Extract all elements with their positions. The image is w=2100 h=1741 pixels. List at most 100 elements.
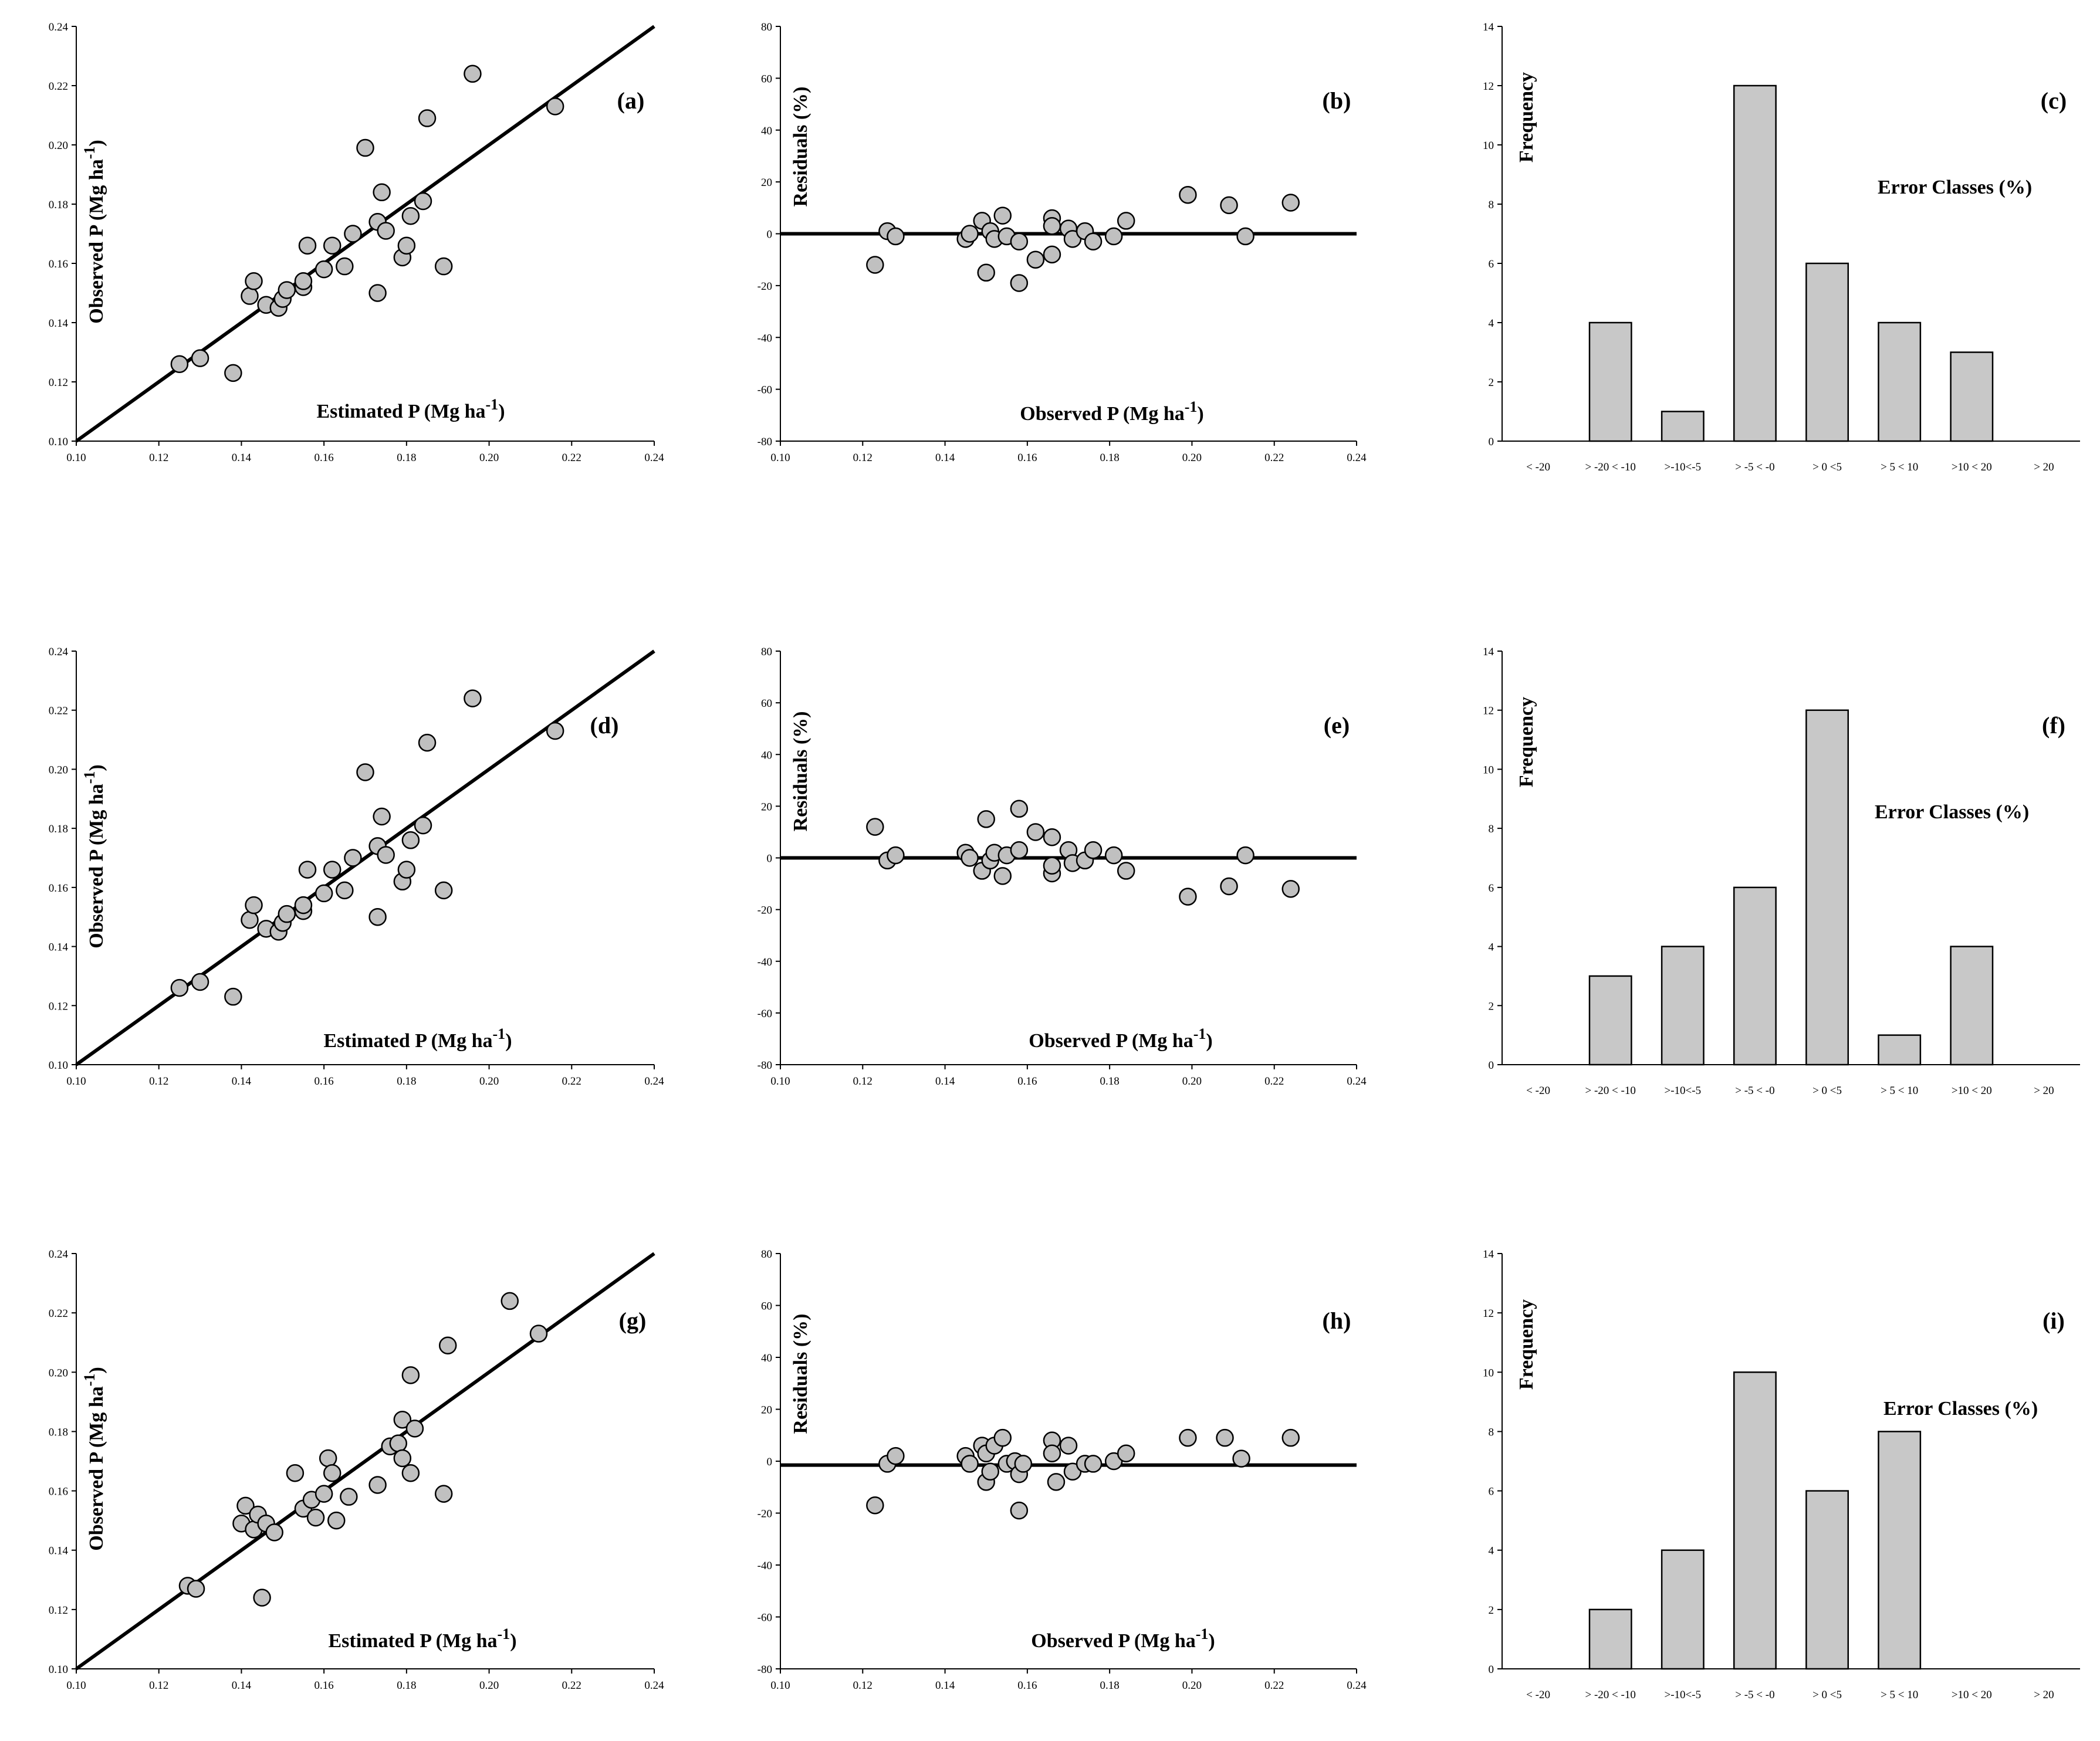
- data-point: [1236, 227, 1254, 246]
- data-point: [393, 1449, 412, 1468]
- y-tick-label: 0.18: [49, 823, 68, 835]
- data-point: [546, 722, 564, 740]
- y-tick-label: 0.22: [49, 705, 68, 717]
- y-tick-label: 14: [1483, 646, 1494, 658]
- data-point: [401, 1366, 420, 1384]
- x-tick-label: 0.20: [1182, 1075, 1202, 1088]
- bar: [1661, 1549, 1705, 1670]
- y-tick-label: 20: [761, 801, 772, 813]
- data-point: [323, 236, 341, 255]
- data-point: [191, 973, 209, 991]
- x-tick-label: 0.14: [935, 452, 955, 464]
- data-point: [977, 810, 995, 828]
- data-point: [1104, 227, 1123, 246]
- y-tick-label: 0.14: [49, 317, 69, 330]
- y-tick-label: 4: [1489, 317, 1494, 330]
- y-tick-label: 60: [761, 1300, 772, 1313]
- data-point: [1281, 880, 1300, 898]
- data-point: [344, 849, 362, 867]
- y-tick-label: 0: [767, 229, 773, 241]
- data-point: [1084, 841, 1103, 859]
- y-tick-label: 40: [761, 125, 772, 137]
- panel-i: 0 2 4 6 8 10 12 14 < -20 > -20 < -10 >-10<-5 > -5 <…: [1483, 1248, 2080, 1701]
- x-tick-label: 0.20: [479, 452, 499, 464]
- data-point: [397, 236, 416, 255]
- panel-label: (d): [590, 712, 619, 739]
- data-point: [438, 1336, 457, 1355]
- x-tick-label: > 0 <5: [1812, 1689, 1842, 1701]
- data-point: [1117, 862, 1135, 880]
- y-tick-label: 0.10: [49, 436, 68, 448]
- data-point: [418, 733, 437, 752]
- data-point: [1010, 1501, 1029, 1520]
- x-tick-label: 0.14: [232, 1075, 252, 1088]
- data-point: [1010, 841, 1029, 859]
- data-point: [434, 1485, 453, 1503]
- bar: [1878, 1034, 1922, 1066]
- data-point: [866, 818, 884, 836]
- data-point: [887, 1447, 905, 1465]
- x-axis-label: Observed P (Mg ha-1): [1029, 1025, 1212, 1052]
- x-tick-label: 0.20: [479, 1679, 499, 1692]
- y-tick-label: -20: [758, 280, 772, 293]
- data-point: [887, 846, 905, 865]
- data-point: [1026, 823, 1045, 841]
- y-tick-label: 0.24: [49, 21, 69, 33]
- y-tick-label: 0.14: [49, 1545, 69, 1557]
- data-point: [294, 896, 313, 914]
- data-point: [1059, 1437, 1078, 1455]
- y-tick-label: 12: [1483, 1308, 1494, 1320]
- data-point: [1104, 846, 1123, 865]
- data-point: [224, 987, 242, 1006]
- y-tick-label: -20: [758, 1508, 772, 1520]
- data-point: [961, 849, 979, 867]
- panel-e: -80 -60 -40 -20 0 20 40 60 80 0.10 0.12 0.14 0.16 0.1…: [758, 646, 1367, 1088]
- data-point: [414, 192, 432, 211]
- data-point: [529, 1325, 548, 1343]
- y-axis-label: Frequency: [1516, 72, 1537, 162]
- x-tick-label: > 5 < 10: [1881, 1085, 1918, 1097]
- panel-label: (h): [1323, 1308, 1351, 1334]
- x-tick-label: >10 < 20: [1952, 461, 1992, 473]
- data-point: [1232, 1449, 1250, 1468]
- y-tick-label: 0.18: [49, 1426, 68, 1438]
- x-tick-label: 0.16: [1017, 452, 1037, 464]
- y-tick-label: 0.20: [49, 140, 68, 152]
- data-point: [377, 222, 395, 240]
- data-point: [993, 206, 1012, 225]
- data-point: [464, 689, 482, 707]
- y-tick-label: -60: [758, 1008, 772, 1020]
- y-tick-label: 60: [761, 73, 772, 85]
- x-tick-label: 0.16: [1017, 1679, 1037, 1692]
- y-tick-label: 0.12: [49, 377, 68, 389]
- data-point: [294, 272, 313, 290]
- bar: [1733, 84, 1777, 442]
- data-point: [434, 257, 453, 276]
- panel-f: 0 2 4 6 8 10 12 14 < -20 > -20 < -10 >-10<-5 > -5 <…: [1483, 646, 2080, 1097]
- y-tick-label: 20: [761, 177, 772, 189]
- y-tick-label: 80: [761, 21, 772, 33]
- y-axis-label: Residuals (%): [790, 712, 811, 832]
- error-classes-label: Error Classes (%): [1875, 801, 2029, 823]
- y-tick-label: 8: [1489, 1426, 1494, 1438]
- x-tick-label: 0.14: [935, 1679, 955, 1692]
- data-point: [368, 1476, 387, 1494]
- data-point: [1010, 800, 1029, 818]
- data-point: [1281, 194, 1300, 212]
- x-tick-label: >-10<-5: [1665, 1689, 1702, 1701]
- y-tick-label: 0.20: [49, 1367, 68, 1379]
- y-tick-label: 4: [1489, 941, 1494, 954]
- y-tick-label: -60: [758, 1612, 772, 1624]
- y-tick-label: 0.20: [49, 764, 68, 776]
- y-tick-label: -80: [758, 1664, 772, 1676]
- y-tick-label: 80: [761, 646, 772, 658]
- x-axis-label: Observed P (Mg ha-1): [1020, 398, 1203, 425]
- data-point: [319, 1449, 337, 1468]
- panel-label: (f): [2042, 712, 2065, 739]
- data-point: [1117, 212, 1135, 230]
- bar: [1878, 1431, 1922, 1670]
- data-point: [401, 206, 420, 225]
- data-point: [961, 1455, 979, 1473]
- data-point: [336, 881, 354, 900]
- y-tick-label: 4: [1489, 1545, 1494, 1557]
